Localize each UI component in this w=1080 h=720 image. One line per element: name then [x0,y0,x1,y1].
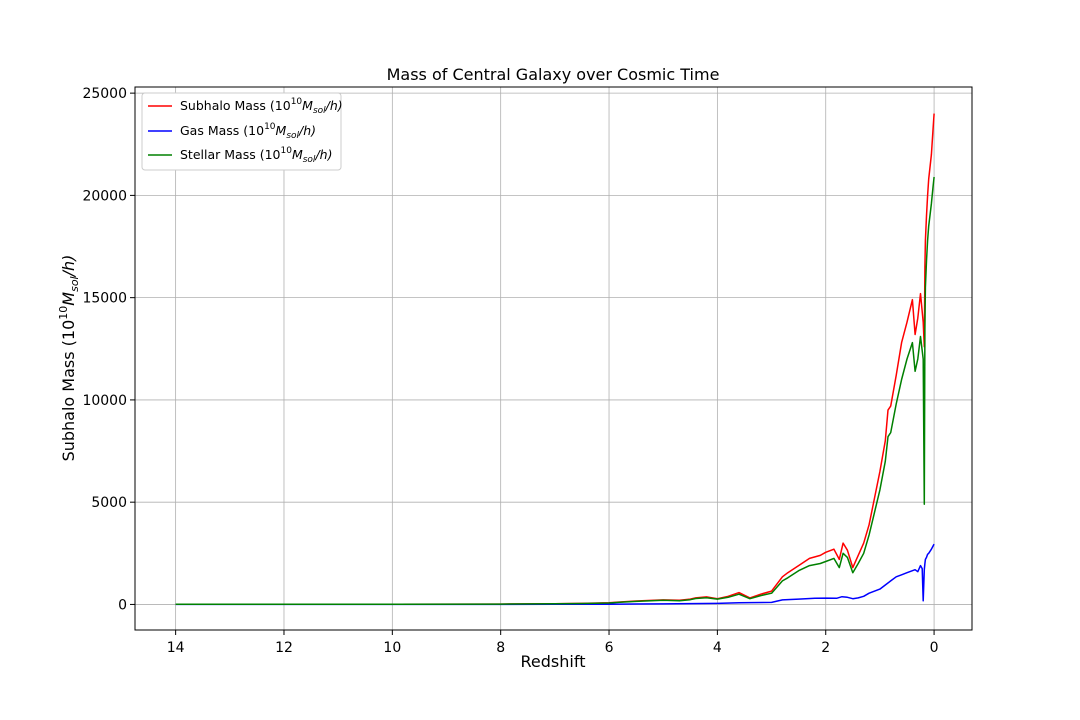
series-line-stellar [175,176,935,606]
series-line-subhalo [175,113,935,606]
plot-frame [134,86,973,631]
x-tick-label: 8 [496,640,505,656]
y-tick-label: 20000 [82,188,127,204]
series-line-gas [175,543,935,606]
x-tick-label: 10 [383,640,401,656]
x-axis-label: Redshift [521,652,586,671]
y-axis-ticks: 0 5000 10000 15000 20000 25000 [82,86,135,613]
y-tick-label: 25000 [82,86,127,102]
x-tick-label: 12 [275,640,293,656]
legend-entry-subhalo: Subhalo Mass (1010Msol/h) [180,97,343,116]
y-tick-label: 0 [118,597,127,613]
series-layer [175,113,935,606]
grid-lines [135,87,972,630]
y-tick-label: 10000 [82,393,127,409]
y-axis-label-sub: sol [68,276,81,292]
y-tick-label: 5000 [91,495,127,511]
legend-entry-gas: Gas Mass (1010Msol/h) [180,122,316,141]
x-tick-label: 0 [930,640,939,656]
y-axis-label-m: M [59,292,78,306]
x-tick-label: 4 [713,640,722,656]
legend-entry-stellar: Stellar Mass (1010Msol/h) [180,146,332,165]
y-tick-label: 15000 [82,291,127,307]
y-axis-label-prefix: Subhalo Mass (10 [59,320,78,462]
x-tick-label: 14 [167,640,185,656]
y-axis-label: Subhalo Mass (1010Msol/h) [57,255,81,462]
legend: Subhalo Mass (1010Msol/h) Gas Mass (1010… [141,92,343,171]
chart-title: Mass of Central Galaxy over Cosmic Time [387,65,720,84]
legend-box [141,92,342,171]
y-axis-label-exp: 10 [57,306,70,320]
y-axis-label-tail: /h) [59,255,78,279]
x-tick-label: 2 [821,640,830,656]
x-axis-ticks: 14 12 10 8 6 4 2 0 [167,630,939,656]
x-tick-label: 6 [605,640,614,656]
